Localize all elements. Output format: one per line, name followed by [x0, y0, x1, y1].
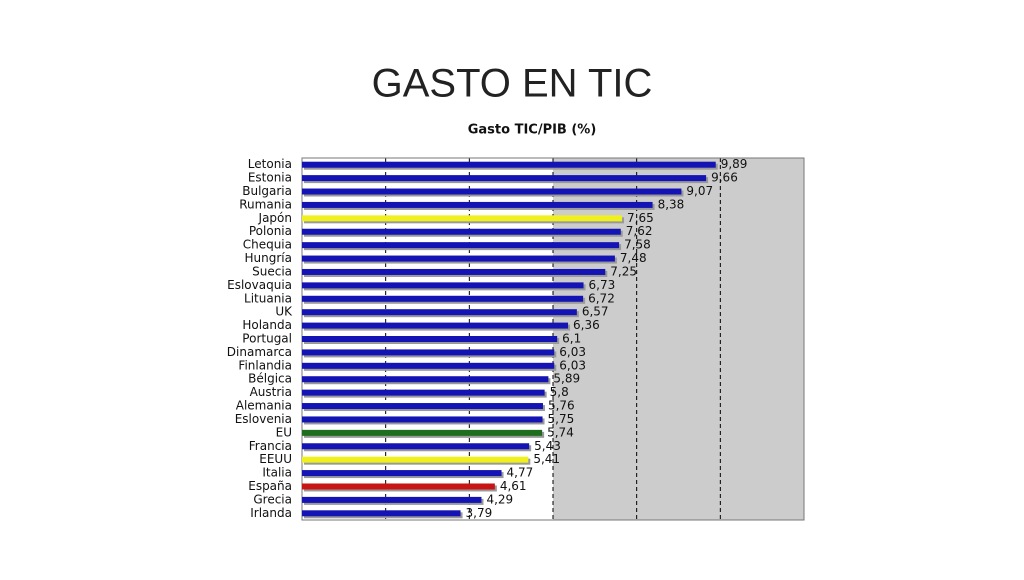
y-tick-label: Bélgica: [248, 372, 292, 386]
y-tick-label: Irlanda: [250, 506, 292, 520]
value-label: 6,36: [573, 318, 600, 332]
y-tick-label: Lituania: [244, 291, 292, 305]
y-tick-label: Alemania: [236, 399, 292, 413]
bar: [302, 201, 653, 208]
y-tick-label: Hungría: [245, 251, 292, 265]
y-tick-label: Holanda: [242, 318, 292, 332]
y-tick-label: Estonia: [248, 171, 292, 185]
bar: [302, 443, 530, 450]
value-label: 5,41: [533, 452, 560, 466]
y-tick-label: Austria: [250, 385, 292, 399]
value-label: 7,58: [624, 238, 651, 252]
bar: [302, 309, 577, 316]
bar: [302, 175, 707, 182]
bar: [302, 362, 555, 369]
y-tick-label: EU: [276, 425, 292, 439]
value-label: 5,43: [534, 439, 561, 453]
y-tick-label: Rumania: [239, 197, 292, 211]
bar: [302, 510, 461, 517]
bar: [302, 456, 529, 463]
value-label: 5,89: [553, 372, 580, 386]
value-label: 6,57: [582, 305, 609, 319]
bar: [302, 188, 682, 195]
y-tick-label: Italia: [262, 466, 292, 480]
bar: [302, 242, 620, 249]
y-tick-label: Finlandia: [238, 358, 292, 372]
y-tick-label: Japón: [258, 211, 292, 225]
value-label: 6,73: [589, 278, 616, 292]
bar: [302, 295, 584, 302]
bar: [302, 470, 502, 477]
bar: [302, 255, 615, 262]
y-tick-label: Eslovenia: [235, 412, 292, 426]
y-tick-label: Chequia: [243, 238, 292, 252]
bar: [302, 389, 545, 396]
y-tick-label: Bulgaria: [242, 184, 292, 198]
y-tick-label: UK: [275, 305, 293, 319]
y-tick-label: Portugal: [242, 332, 292, 346]
bar: [302, 349, 555, 356]
bar: [302, 429, 543, 436]
bar: [302, 322, 569, 329]
value-label: 6,72: [588, 291, 615, 305]
value-label: 9,07: [686, 184, 713, 198]
shaded-region: [553, 158, 804, 520]
value-label: 8,38: [658, 197, 685, 211]
value-label: 6,1: [562, 332, 581, 346]
bar: [302, 282, 584, 289]
bar: [302, 403, 543, 410]
value-label: 5,76: [548, 399, 575, 413]
value-label: 4,77: [507, 466, 534, 480]
bar: [302, 483, 495, 490]
value-label: 3,79: [466, 506, 493, 520]
y-tick-label: Polonia: [249, 224, 292, 238]
bar: [302, 496, 482, 503]
value-label: 6,03: [559, 358, 586, 372]
y-tick-label: EEUU: [259, 452, 292, 466]
bar: [302, 376, 549, 383]
y-tick-label: Letonia: [248, 157, 292, 171]
bar: [302, 161, 716, 168]
value-label: 5,75: [548, 412, 575, 426]
value-label: 6,03: [559, 345, 586, 359]
value-label: 5,8: [550, 385, 569, 399]
slide-title: GASTO EN TIC: [372, 62, 653, 106]
y-tick-label: Eslovaquia: [227, 278, 292, 292]
value-label: 4,29: [486, 492, 513, 506]
bar: [302, 336, 558, 342]
value-label: 9,89: [721, 157, 748, 171]
chart-title: Gasto TIC/PIB (%): [468, 123, 597, 138]
y-tick-label: Suecia: [252, 264, 292, 278]
value-label: 7,25: [610, 264, 637, 278]
y-tick-label: Grecia: [253, 492, 292, 506]
value-label: 9,66: [711, 171, 738, 185]
y-tick-label: Dinamarca: [227, 345, 292, 359]
y-tick-label: España: [248, 479, 292, 493]
value-label: 7,48: [620, 251, 647, 265]
y-tick-label: Francia: [249, 439, 292, 453]
value-label: 7,62: [626, 224, 653, 238]
bar: [302, 215, 623, 222]
bar: [302, 268, 606, 275]
bar: [302, 416, 543, 423]
value-label: 4,61: [500, 479, 527, 493]
bar: [302, 228, 621, 235]
value-label: 5,74: [547, 425, 574, 439]
value-label: 7,65: [627, 211, 654, 225]
